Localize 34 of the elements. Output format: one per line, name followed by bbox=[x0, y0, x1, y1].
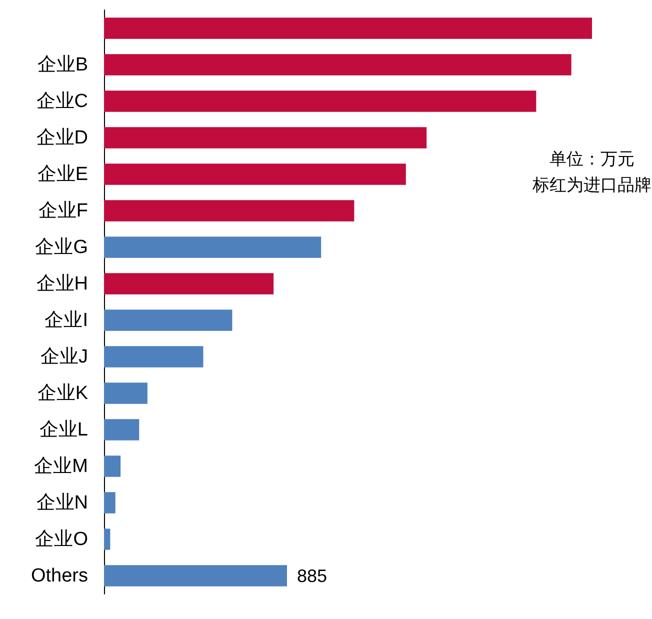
bar bbox=[104, 164, 406, 185]
bar bbox=[104, 90, 536, 112]
y-tick-label: 企业N bbox=[36, 492, 88, 514]
y-tick-label: 企业H bbox=[36, 273, 88, 294]
y-tick-label: 企业J bbox=[40, 346, 88, 368]
bar bbox=[104, 236, 322, 258]
bar bbox=[104, 54, 572, 76]
bar bbox=[104, 382, 148, 404]
y-tick-label: 企业M bbox=[34, 456, 88, 477]
y-tick-label: 企业B bbox=[37, 54, 88, 76]
y-tick-label: 企业L bbox=[39, 419, 88, 440]
bar bbox=[104, 200, 354, 222]
y-tick-label: 企业C bbox=[36, 90, 88, 112]
bar bbox=[104, 273, 274, 294]
bar bbox=[104, 456, 121, 477]
y-tick-label: 企业D bbox=[36, 127, 88, 148]
y-tick-label: 企业O bbox=[35, 528, 88, 550]
bar bbox=[104, 565, 287, 586]
bar bbox=[104, 346, 204, 368]
bar bbox=[104, 528, 110, 550]
y-tick-label: 企业E bbox=[37, 164, 88, 185]
annotation: 标红为进口品牌 bbox=[532, 176, 652, 194]
y-tick-label: Others bbox=[30, 565, 88, 586]
bar bbox=[104, 492, 116, 514]
bar bbox=[104, 18, 592, 39]
bar bbox=[104, 310, 232, 331]
data-label: 885 bbox=[297, 566, 328, 586]
y-tick-label: 企业K bbox=[37, 382, 88, 404]
y-tick-label: 企业G bbox=[35, 236, 88, 258]
bar bbox=[104, 127, 427, 148]
y-tick-label: 企业I bbox=[44, 310, 88, 331]
y-tick-label: 企业F bbox=[38, 200, 88, 222]
annotation: 单位：万元 bbox=[550, 150, 634, 168]
bar bbox=[104, 419, 140, 440]
